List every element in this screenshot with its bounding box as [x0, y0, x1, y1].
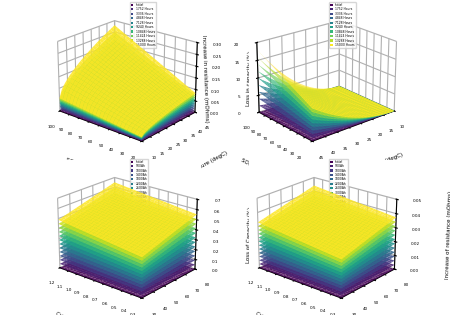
X-axis label: Temperature (degC): Temperature (degC) — [351, 152, 404, 176]
Legend: Initial, 500Ah, 1000Ah, 1400Ah, 1800Ah, 2200Ah, 2600Ah, 3000Ah, 3400Ah, 3800Ah, : Initial, 500Ah, 1000Ah, 1400Ah, 1800Ah, … — [130, 159, 148, 218]
Legend: Initial, 1752 Hours, 3336 Hours, 4848 Hours, 7128 Hours, 9240 Hours, 10848 Hours: Initial, 1752 Hours, 3336 Hours, 4848 Ho… — [130, 2, 156, 48]
Y-axis label: SOC (%): SOC (%) — [240, 158, 262, 173]
X-axis label: Current (C-rate): Current (C-rate) — [255, 311, 297, 315]
Y-axis label: DoD (%): DoD (%) — [391, 314, 414, 315]
Legend: Initial, 500Ah, 1000Ah, 1400Ah, 1800Ah, 2200Ah, 2600Ah, 3000Ah, 3400Ah, 3800Ah, : Initial, 500Ah, 1000Ah, 1400Ah, 1800Ah, … — [329, 159, 348, 218]
Y-axis label: DoD (%): DoD (%) — [192, 314, 214, 315]
X-axis label: Current (C-rate): Current (C-rate) — [55, 311, 98, 315]
X-axis label: SOC (%): SOC (%) — [65, 158, 88, 170]
Legend: Initial, 1752 Hours, 3336 Hours, 4848 Hours, 7128 Hours, 9240 Hours, 10848 Hours: Initial, 1752 Hours, 3336 Hours, 4848 Ho… — [329, 2, 356, 48]
Y-axis label: Temperature (degC): Temperature (degC) — [178, 150, 229, 181]
